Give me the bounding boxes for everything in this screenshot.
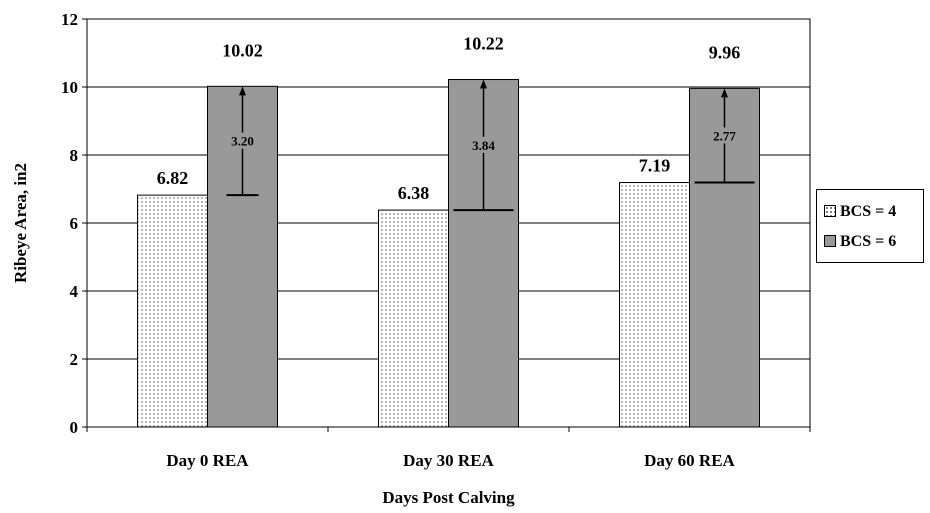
- bar-s0-2: [619, 182, 690, 428]
- diff-arrowhead-2: [721, 88, 728, 98]
- difference-arrows: [226, 79, 755, 212]
- x-tick-label-2: Day 60 REA: [644, 451, 735, 470]
- legend-swatch-bcs6: [824, 235, 836, 247]
- bars: [137, 79, 760, 428]
- legend-label-bcs4: BCS = 4: [840, 203, 897, 220]
- y-tick-label-1: 2: [70, 350, 79, 369]
- y-tick-label-4: 8: [70, 146, 79, 165]
- diff-arrowhead-1: [480, 79, 487, 89]
- diff-label-2: 2.77: [713, 128, 736, 143]
- legend: BCS = 4 BCS = 6: [816, 189, 924, 263]
- y-tick-label-3: 6: [70, 214, 79, 233]
- diff-label-1: 3.84: [472, 138, 495, 153]
- y-tick-label-5: 10: [61, 78, 78, 97]
- data-label-s0-2: 7.19: [639, 156, 671, 176]
- diff-label-0: 3.20: [231, 134, 254, 149]
- labels: 0 2 4 6 8 10 12 Day 0 REA Day 30 REA Day 60 REA 6.…: [11, 10, 740, 507]
- bar-s0-0: [137, 194, 208, 428]
- legend-swatch-bcs4: [824, 205, 836, 217]
- data-label-s1-1: 10.22: [463, 34, 504, 54]
- diff-arrowhead-0: [239, 86, 246, 96]
- diff-label-bg-2: [709, 127, 740, 144]
- y-tick-label-2: 4: [70, 282, 79, 301]
- diff-label-bg-1: [468, 136, 499, 153]
- x-tick-label-0: Day 0 REA: [166, 451, 249, 470]
- x-tick-label-1: Day 30 REA: [403, 451, 494, 470]
- data-label-s0-0: 6.82: [157, 168, 189, 188]
- plot-frame: [86, 18, 811, 428]
- bar-s0-1: [378, 209, 449, 428]
- data-label-s1-0: 10.02: [222, 40, 263, 60]
- legend-item-bcs4: BCS = 4: [824, 203, 896, 221]
- diff-label-bg-0: [227, 132, 258, 149]
- axes: [82, 18, 811, 432]
- legend-label-bcs6: BCS = 6: [840, 233, 897, 250]
- data-label-s0-1: 6.38: [398, 183, 430, 203]
- y-tick-label-0: 0: [70, 418, 79, 437]
- x-axis-title: Days Post Calving: [382, 488, 515, 507]
- y-tick-label-6: 12: [61, 10, 78, 29]
- data-label-s1-2: 9.96: [709, 42, 741, 62]
- y-axis-title: Ribeye Area, in2: [11, 163, 30, 283]
- legend-item-bcs6: BCS = 6: [824, 233, 896, 251]
